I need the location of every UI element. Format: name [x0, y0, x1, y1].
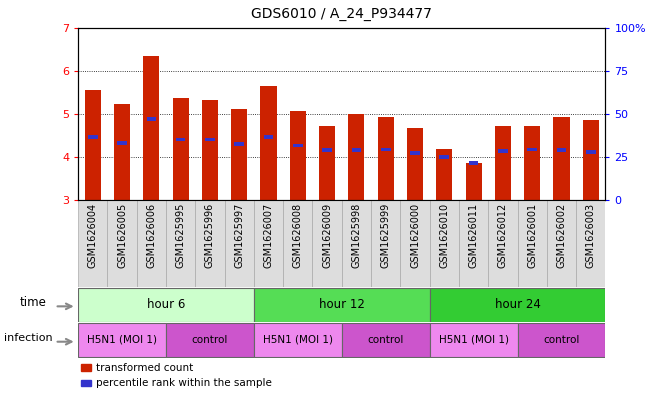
Bar: [78, 323, 166, 357]
Text: GSM1626003: GSM1626003: [586, 203, 596, 268]
Bar: [117, 141, 127, 145]
Bar: [225, 200, 254, 287]
Bar: [576, 200, 605, 287]
Bar: [319, 126, 335, 200]
Bar: [260, 86, 277, 200]
Text: GSM1626004: GSM1626004: [88, 203, 98, 268]
Bar: [342, 200, 371, 287]
Bar: [498, 149, 508, 153]
Bar: [322, 149, 332, 152]
Bar: [166, 323, 254, 357]
Bar: [293, 143, 303, 147]
Bar: [524, 126, 540, 200]
Bar: [407, 128, 423, 200]
Text: time: time: [20, 296, 46, 309]
Bar: [137, 200, 166, 287]
Bar: [202, 100, 218, 200]
Bar: [166, 200, 195, 287]
Bar: [495, 126, 511, 200]
Bar: [352, 148, 361, 152]
Bar: [195, 200, 225, 287]
Text: GSM1625997: GSM1625997: [234, 203, 244, 268]
Bar: [254, 288, 430, 321]
Text: H5N1 (MOI 1): H5N1 (MOI 1): [439, 335, 508, 345]
Text: control: control: [368, 335, 404, 345]
Bar: [107, 200, 137, 287]
Text: GSM1625996: GSM1625996: [205, 203, 215, 268]
Text: GSM1625999: GSM1625999: [381, 203, 391, 268]
Text: GSM1626010: GSM1626010: [439, 203, 449, 268]
Bar: [234, 142, 244, 146]
Text: transformed count: transformed count: [96, 362, 193, 373]
Bar: [557, 148, 566, 152]
Bar: [78, 288, 254, 321]
Bar: [264, 136, 273, 139]
Bar: [583, 120, 599, 200]
Bar: [176, 138, 186, 141]
Bar: [469, 161, 478, 165]
Bar: [400, 200, 430, 287]
Bar: [205, 138, 215, 141]
Bar: [146, 117, 156, 121]
Text: GSM1626008: GSM1626008: [293, 203, 303, 268]
Bar: [547, 200, 576, 287]
Bar: [371, 200, 400, 287]
Bar: [290, 110, 306, 200]
Text: control: control: [192, 335, 228, 345]
Bar: [488, 200, 518, 287]
Bar: [78, 200, 107, 287]
Text: GSM1626011: GSM1626011: [469, 203, 478, 268]
Bar: [381, 147, 391, 151]
Text: H5N1 (MOI 1): H5N1 (MOI 1): [263, 335, 333, 345]
Text: GSM1626005: GSM1626005: [117, 203, 127, 268]
Bar: [85, 90, 101, 200]
Bar: [518, 200, 547, 287]
Bar: [378, 117, 394, 200]
Bar: [518, 323, 605, 357]
Bar: [114, 105, 130, 200]
Bar: [436, 149, 452, 200]
Text: H5N1 (MOI 1): H5N1 (MOI 1): [87, 335, 157, 345]
Text: infection: infection: [4, 333, 53, 343]
Text: GSM1626006: GSM1626006: [146, 203, 156, 268]
Bar: [553, 118, 570, 200]
Bar: [348, 114, 365, 200]
Text: GSM1626007: GSM1626007: [264, 203, 273, 268]
Text: GDS6010 / A_24_P934477: GDS6010 / A_24_P934477: [251, 7, 432, 21]
Text: hour 24: hour 24: [495, 298, 540, 311]
Bar: [586, 150, 596, 154]
Bar: [81, 380, 90, 386]
Text: GSM1626002: GSM1626002: [557, 203, 566, 268]
Text: GSM1626000: GSM1626000: [410, 203, 420, 268]
Text: GSM1626012: GSM1626012: [498, 203, 508, 268]
Text: GSM1625998: GSM1625998: [352, 203, 361, 268]
Bar: [465, 163, 482, 200]
Bar: [312, 200, 342, 287]
Text: GSM1626009: GSM1626009: [322, 203, 332, 268]
Bar: [430, 323, 518, 357]
Bar: [88, 136, 98, 139]
Text: hour 6: hour 6: [147, 298, 185, 311]
Text: GSM1625995: GSM1625995: [176, 203, 186, 268]
Bar: [81, 364, 90, 371]
Bar: [283, 200, 312, 287]
Bar: [439, 155, 449, 159]
Bar: [342, 323, 430, 357]
Bar: [254, 200, 283, 287]
Bar: [254, 323, 342, 357]
Bar: [143, 55, 159, 200]
Text: hour 12: hour 12: [319, 298, 365, 311]
Text: percentile rank within the sample: percentile rank within the sample: [96, 378, 271, 388]
Bar: [430, 200, 459, 287]
Text: control: control: [544, 335, 579, 345]
Bar: [410, 151, 420, 155]
Bar: [459, 200, 488, 287]
Bar: [527, 147, 537, 151]
Bar: [173, 97, 189, 200]
Bar: [430, 288, 605, 321]
Text: GSM1626001: GSM1626001: [527, 203, 537, 268]
Bar: [231, 109, 247, 200]
